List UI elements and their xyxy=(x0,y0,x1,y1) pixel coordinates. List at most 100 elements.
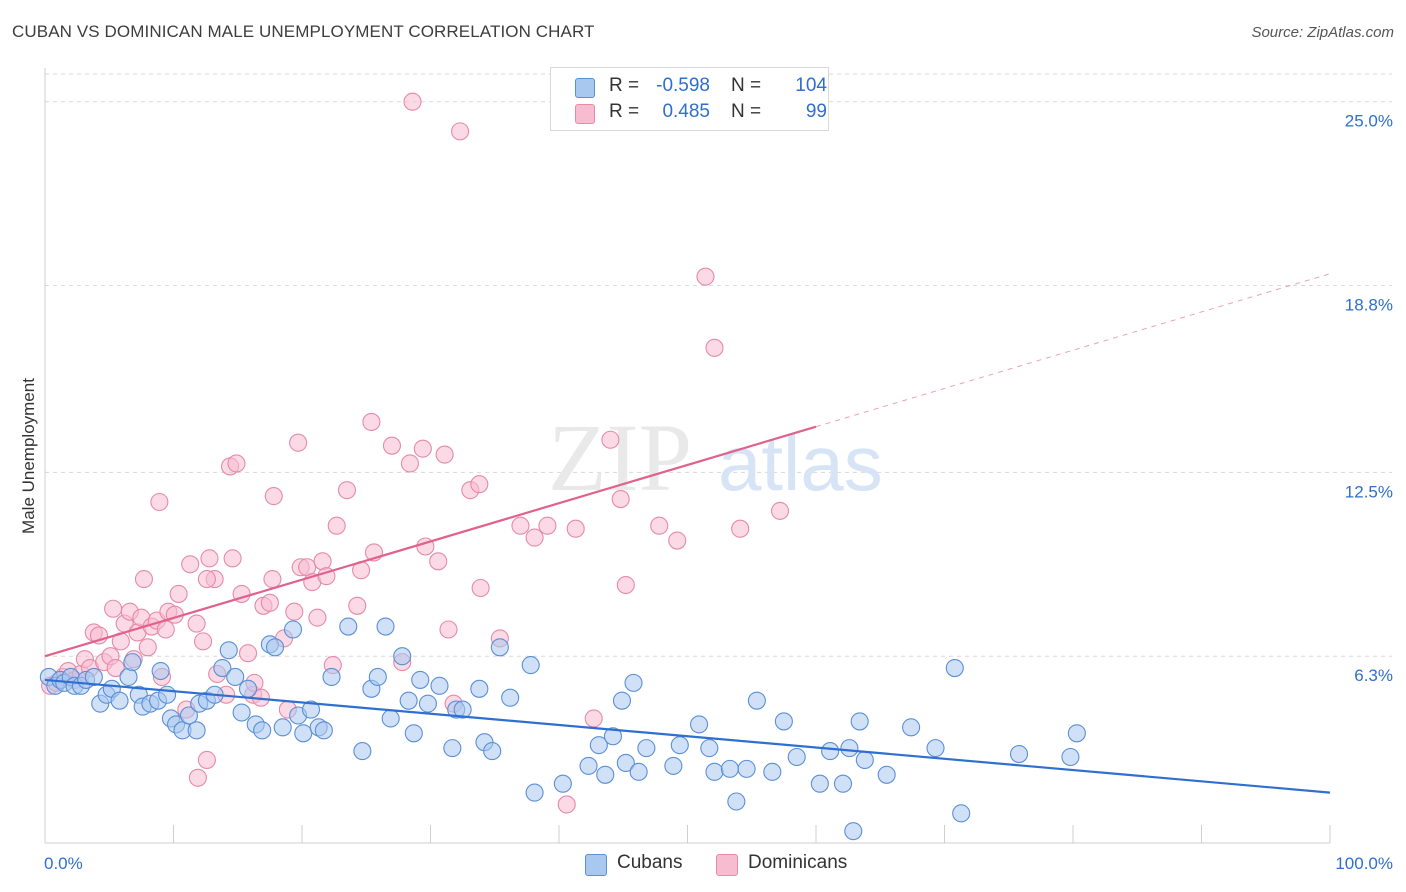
cuban-point xyxy=(720,759,739,778)
dominicans-legend-label: Dominicans xyxy=(748,852,848,873)
cuban-point xyxy=(490,638,509,657)
cubans-legend-label: Cubans xyxy=(617,852,683,873)
cuban-point xyxy=(404,724,423,743)
cuban-point xyxy=(763,762,782,781)
legend-r-label: R = xyxy=(609,101,640,122)
dominican-point xyxy=(348,596,367,615)
cuban-point xyxy=(339,617,358,636)
cuban-point xyxy=(945,659,964,678)
cuban-point xyxy=(265,638,285,657)
dominican-point xyxy=(382,436,402,455)
dominican-point xyxy=(557,795,576,814)
cuban-point xyxy=(664,756,683,775)
cuban-point xyxy=(238,679,258,698)
cuban-point xyxy=(952,804,971,823)
dominican-point xyxy=(285,602,304,621)
cuban-point xyxy=(213,659,232,678)
legend-n-label: N = xyxy=(731,75,762,96)
y-tick-label: 6.3% xyxy=(1354,666,1393,685)
cuban-point xyxy=(521,656,540,675)
dominican-point xyxy=(731,519,750,538)
dominican-point xyxy=(327,516,346,535)
dominican-point xyxy=(566,519,585,538)
dominican-point xyxy=(263,570,282,589)
cuban-point xyxy=(705,762,724,781)
dominican-point xyxy=(403,92,422,111)
dominican-point xyxy=(238,644,258,663)
cuban-point xyxy=(877,765,896,784)
cuban-point xyxy=(1061,747,1080,767)
cuban-point xyxy=(850,712,869,731)
cuban-point xyxy=(612,691,632,710)
dominican-point xyxy=(511,516,530,535)
dominican-point xyxy=(264,487,283,506)
dominican-point xyxy=(435,445,454,464)
dominican-point xyxy=(584,709,603,728)
dominican-point xyxy=(200,549,219,568)
cuban-point xyxy=(596,765,615,784)
dominican-point xyxy=(313,552,332,571)
cuban-point xyxy=(376,617,395,636)
dominican-point xyxy=(308,608,327,627)
cuban-point xyxy=(110,691,129,710)
cuban-point xyxy=(187,721,206,740)
cuban-point xyxy=(579,756,598,775)
cuban-point xyxy=(553,774,572,793)
dominican-point xyxy=(705,338,724,357)
cubans-swatch xyxy=(575,78,595,98)
cuban-point xyxy=(368,667,387,687)
dominican-point xyxy=(668,531,687,550)
cuban-point xyxy=(232,703,251,722)
dominicans-trend-line xyxy=(44,425,817,658)
cuban-point xyxy=(381,709,400,728)
cuban-point xyxy=(810,774,829,793)
dominican-point xyxy=(337,481,357,500)
x-tick-label: 0.0% xyxy=(44,854,83,873)
y-tick-label: 12.5% xyxy=(1345,482,1393,501)
cuban-point xyxy=(747,691,766,710)
dominican-point xyxy=(451,122,470,141)
dominican-point xyxy=(471,578,490,598)
cuban-point xyxy=(690,715,709,734)
cuban-point xyxy=(501,688,520,707)
dominican-point xyxy=(413,439,432,458)
cuban-point xyxy=(616,753,635,772)
cuban-point xyxy=(353,742,372,761)
cuban-point xyxy=(399,691,418,710)
cuban-point xyxy=(322,667,341,687)
dominicans-trend-extension xyxy=(815,273,1331,428)
dominican-point xyxy=(439,620,458,639)
dominican-point xyxy=(362,412,381,432)
cuban-point xyxy=(294,724,313,743)
dominican-point xyxy=(197,570,216,589)
dominican-point xyxy=(134,570,153,589)
cuban-point xyxy=(700,739,719,758)
cuban-point xyxy=(737,759,756,778)
y-tick-label: 18.8% xyxy=(1345,296,1393,315)
legend-r-value-dominicans: 0.485 xyxy=(662,101,710,122)
cuban-point xyxy=(926,739,945,758)
cuban-point xyxy=(84,667,103,687)
cuban-point xyxy=(603,727,623,746)
dominican-point xyxy=(187,614,206,633)
legend-n-value-cubans: 104 xyxy=(795,75,827,96)
dominican-point xyxy=(470,475,489,494)
dominican-point xyxy=(223,549,242,568)
cuban-point xyxy=(902,718,921,737)
cuban-point xyxy=(301,700,321,719)
dominican-point xyxy=(650,516,669,535)
cuban-point xyxy=(253,721,272,740)
dominican-point xyxy=(260,593,279,612)
cuban-point xyxy=(833,774,853,793)
legend-r-value-cubans: -0.598 xyxy=(656,75,710,96)
cuban-point xyxy=(283,620,303,639)
cuban-point xyxy=(1067,724,1086,743)
cuban-point xyxy=(629,762,648,781)
cuban-point xyxy=(151,661,170,681)
dominican-point xyxy=(106,659,125,678)
cuban-point xyxy=(179,706,198,725)
dominican-point xyxy=(289,433,308,452)
cuban-point xyxy=(119,667,138,687)
cuban-point xyxy=(219,641,238,660)
